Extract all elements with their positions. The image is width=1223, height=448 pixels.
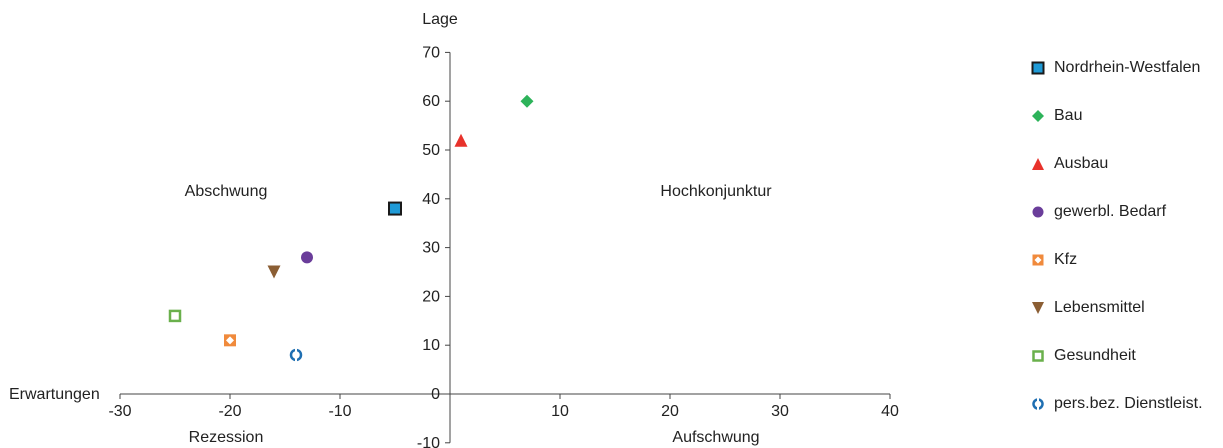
legend-label: gewerbl. Bedarf [1054, 203, 1167, 220]
data-point-gewerbl-bedarf [301, 251, 313, 264]
x-tick-label: 20 [661, 403, 679, 420]
legend-label: Bau [1054, 107, 1083, 124]
x-tick-label: 10 [551, 403, 569, 420]
legend-marker-icon [1032, 206, 1044, 218]
legend-item: gewerbl. Bedarf [1028, 188, 1223, 236]
legend-item: Gesundheit [1028, 332, 1223, 380]
legend-label: Lebensmittel [1054, 299, 1145, 316]
quadrant-label-rezession: Rezession [189, 429, 264, 446]
data-point-nordrhein-westfalen [388, 201, 402, 216]
legend-item: Ausbau [1028, 140, 1223, 188]
data-point-lebensmittel [267, 265, 281, 279]
y-axis-label: Lage [422, 11, 458, 28]
legend-item: Bau [1028, 92, 1223, 140]
legend-marker [1032, 158, 1044, 170]
legend-marker-icon [1032, 350, 1044, 362]
legend-item: Kfz [1028, 236, 1223, 284]
y-tick-label: 20 [422, 288, 440, 305]
legend-marker [1032, 302, 1044, 314]
y-tick-label: 70 [422, 44, 440, 61]
legend-item: Nordrhein-Westfalen [1028, 44, 1223, 92]
legend-label: Ausbau [1054, 155, 1109, 172]
legend-item: Lebensmittel [1028, 284, 1223, 332]
y-tick-label: 50 [422, 142, 440, 159]
data-point-gesundheit [168, 309, 182, 323]
data-points [168, 94, 534, 362]
quadrant-label-abschwung: Abschwung [185, 183, 268, 200]
scatter-chart: -30 -20 -10 10 20 30 40 -10 0 10 20 30 40 50 60 70 Absc… [9, 11, 899, 448]
x-tick-label: -20 [218, 403, 241, 420]
y-tick-label: 40 [422, 191, 440, 208]
legend-item: pers.bez. Dienstleist. [1028, 380, 1223, 428]
data-point-bau [520, 94, 534, 108]
legend-label: Nordrhein-Westfalen [1054, 59, 1201, 76]
x-tick-label: 30 [771, 403, 789, 420]
legend-marker-icon [1032, 254, 1044, 266]
legend-marker-icon [1032, 110, 1044, 122]
tick-labels: -30 -20 -10 10 20 30 40 -10 0 10 20 30 40 50 60 70 [108, 44, 899, 448]
data-point-kfz [224, 334, 236, 347]
legend-marker-icon [1031, 61, 1045, 75]
legend-marker [1032, 397, 1044, 411]
legend: Nordrhein-Westfalen Bau Ausbau gewerbl. Bed… [1028, 44, 1223, 428]
quadrant-label-aufschwung: Aufschwung [672, 429, 759, 446]
legend-marker-icon [1032, 158, 1044, 170]
legend-marker [1031, 61, 1045, 75]
data-point-pers-bez-dienstleist [289, 347, 303, 362]
x-tick-label: 40 [881, 403, 899, 420]
legend-marker [1032, 110, 1044, 122]
quadrant-label-hochkonjunktur: Hochkonjunktur [660, 183, 772, 200]
legend-label: pers.bez. Dienstleist. [1054, 395, 1203, 412]
axis-labels: Lage Erwartungen [9, 11, 458, 403]
y-tick-label: -10 [417, 435, 440, 448]
x-tick-label: -30 [108, 403, 131, 420]
axes [119, 51, 891, 444]
y-tick-label: 30 [422, 240, 440, 257]
legend-marker-icon [1032, 302, 1044, 314]
x-tick-label: -10 [328, 403, 351, 420]
legend-label: Kfz [1054, 251, 1078, 268]
legend-marker [1032, 206, 1044, 218]
legend-marker [1032, 350, 1044, 362]
quadrant-labels: Abschwung Hochkonjunktur Rezession Aufschwu… [185, 183, 773, 446]
legend-marker-icon [1032, 397, 1044, 411]
legend-label: Gesundheit [1054, 347, 1136, 364]
y-tick-label: 0 [431, 386, 440, 403]
y-tick-label: 10 [422, 337, 440, 354]
data-point-ausbau [454, 133, 468, 147]
y-tick-label: 60 [422, 93, 440, 110]
x-axis-label: Erwartungen [9, 386, 100, 403]
legend-marker [1032, 254, 1044, 266]
